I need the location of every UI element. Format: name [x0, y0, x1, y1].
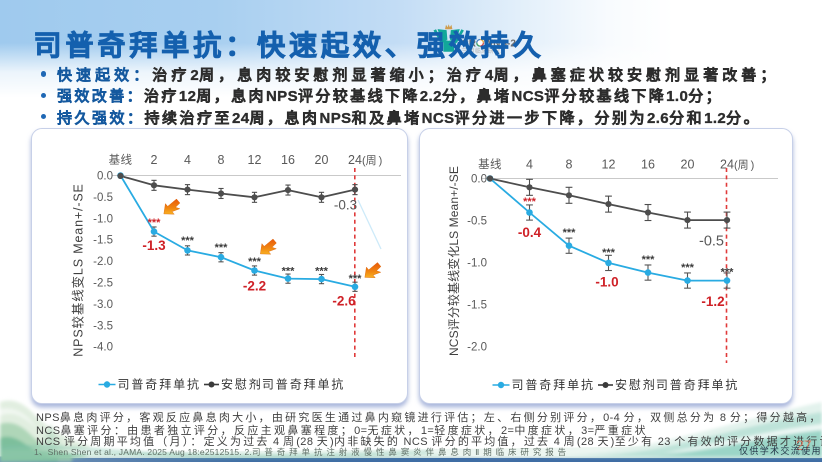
svg-text:(周): (周) — [734, 159, 754, 172]
svg-text:***: *** — [681, 262, 695, 274]
svg-text:***: *** — [282, 266, 296, 278]
svg-text:基线: 基线 — [109, 153, 133, 167]
svg-text:-司普奇拜单抗: -司普奇拜单抗 — [256, 377, 345, 392]
svg-text:-1.2: -1.2 — [701, 294, 724, 309]
svg-text:-1.5: -1.5 — [467, 300, 487, 312]
svg-text:***: *** — [721, 267, 735, 279]
svg-text:***: *** — [523, 196, 537, 208]
svg-text:NCS评分较基线变化LS Mean+/-SE: NCS评分较基线变化LS Mean+/-SE — [446, 166, 461, 356]
svg-text:20: 20 — [315, 153, 329, 167]
svg-text:-0.5: -0.5 — [467, 216, 487, 228]
svg-text:-0.3: -0.3 — [334, 198, 357, 213]
svg-text:12: 12 — [602, 158, 616, 172]
svg-text:***: *** — [215, 242, 229, 254]
svg-text:司普奇拜单抗: 司普奇拜单抗 — [118, 377, 201, 392]
svg-text:***: *** — [315, 266, 329, 278]
svg-text:***: *** — [642, 254, 656, 266]
svg-text:-1.0: -1.0 — [93, 213, 113, 225]
svg-text:-1.3: -1.3 — [142, 238, 166, 253]
svg-text:-司普奇拜单抗: -司普奇拜单抗 — [650, 377, 739, 392]
svg-text:4: 4 — [526, 158, 533, 172]
svg-text:司普奇拜单抗: 司普奇拜单抗 — [512, 377, 595, 392]
svg-text:-4.0: -4.0 — [93, 342, 113, 354]
svg-text:4: 4 — [184, 153, 191, 167]
svg-text:-0.5: -0.5 — [93, 192, 113, 204]
svg-text:***: *** — [602, 247, 616, 259]
svg-text:8: 8 — [566, 158, 573, 172]
svg-text:0.0: 0.0 — [471, 174, 487, 186]
svg-text:-2.6: -2.6 — [332, 294, 356, 309]
svg-text:***: *** — [563, 227, 577, 239]
svg-text:安慰剂: 安慰剂 — [615, 377, 657, 392]
svg-text:2: 2 — [151, 153, 158, 167]
svg-text:***: *** — [181, 235, 195, 247]
svg-text:-1.5: -1.5 — [93, 235, 113, 247]
svg-text:16: 16 — [641, 158, 655, 172]
svg-text:***: *** — [349, 273, 363, 285]
svg-text:-1.0: -1.0 — [467, 258, 487, 270]
svg-text:-3.0: -3.0 — [93, 299, 113, 311]
svg-text:基线: 基线 — [478, 157, 502, 171]
svg-text:-2.0: -2.0 — [467, 342, 487, 354]
svg-text:12: 12 — [248, 153, 262, 167]
svg-text:20: 20 — [681, 158, 695, 172]
svg-text:-2.2: -2.2 — [243, 279, 266, 294]
svg-text:CROWNS-2: CROWNS-2 — [462, 38, 517, 49]
svg-text:8: 8 — [218, 153, 225, 167]
svg-text:三期临床研究: 三期临床研究 — [462, 47, 502, 55]
svg-text:-2.0: -2.0 — [93, 256, 113, 268]
svg-text:24: 24 — [348, 153, 362, 167]
svg-text:-2.5: -2.5 — [93, 278, 113, 290]
svg-text:16: 16 — [281, 153, 295, 167]
svg-text:NPS较基线变LS Mean+/-SE: NPS较基线变LS Mean+/-SE — [71, 183, 86, 357]
svg-text:(周): (周) — [362, 154, 382, 167]
svg-text:24: 24 — [720, 158, 734, 172]
svg-text:-0.4: -0.4 — [518, 225, 542, 240]
svg-text:***: *** — [248, 256, 262, 268]
svg-text:-1.0: -1.0 — [595, 275, 618, 290]
svg-text:0.0: 0.0 — [97, 171, 113, 183]
svg-text:***: *** — [148, 217, 162, 229]
svg-text:-0.5: -0.5 — [699, 234, 724, 250]
svg-text:安慰剂: 安慰剂 — [221, 377, 263, 392]
svg-text:-3.5: -3.5 — [93, 320, 113, 332]
